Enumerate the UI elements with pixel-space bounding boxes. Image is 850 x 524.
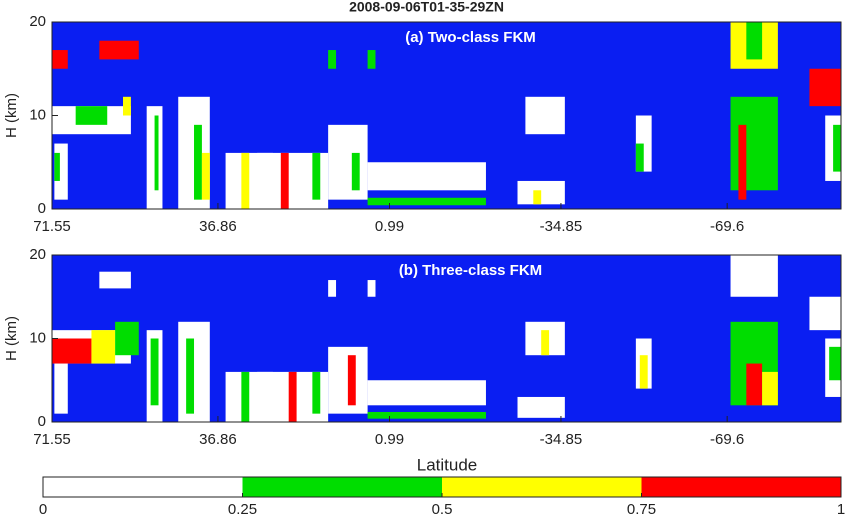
cloud-region [829,346,841,381]
x-tick-label: -34.85 [540,218,583,235]
y-tick-label: 20 [29,246,46,263]
cloud-region [146,106,163,209]
cloud-region [730,96,778,191]
cloud-region [367,197,486,206]
cloud-region [54,152,60,181]
cloud-region [52,50,68,69]
cloud-region [517,180,565,205]
panel-annotation: (a) Two-class FKM [405,29,536,46]
y-axis-label: H (km) [3,93,20,138]
colorbar-tick-label: 0.5 [432,501,453,518]
cloud-region [367,162,486,191]
colorbar-segment [442,477,642,497]
cloud-region [809,68,841,107]
cloud-region [99,271,131,289]
cloud-region [541,330,550,356]
cloud-region [533,190,542,205]
y-tick-label: 0 [38,200,46,217]
cloud-region [328,50,337,69]
cloud-region [635,143,644,172]
x-tick-label: 0.99 [375,431,404,448]
cloud-region [150,338,159,406]
cloud-region [367,280,376,297]
cloud-region [288,371,297,422]
cloud-region [367,380,486,406]
cloud-region [833,124,841,172]
cloud-region [75,106,108,125]
y-tick-label: 10 [29,106,46,123]
cloud-region [738,124,747,200]
y-tick-label: 0 [38,413,46,430]
cloud-region [201,152,210,200]
cloud-region [123,96,131,116]
cloud-region [99,40,139,60]
x-tick-label: -69.6 [710,431,744,448]
cloud-region [351,152,360,191]
x-tick-label: 0.99 [375,218,404,235]
cloud-region [367,50,376,69]
cloud-region [312,152,321,200]
colorbar-tick-label: 0.25 [228,501,257,518]
cloud-region [525,96,565,135]
cloud-region [746,363,763,406]
cloud-region [312,371,321,414]
cloud-region [186,338,195,414]
chart-title: 2008-09-06T01-35-29ZN [349,0,504,15]
cloud-region [730,255,778,297]
colorbar-tick-label: 0.75 [627,501,656,518]
cloud-region [347,355,356,406]
x-tick-label: -69.6 [710,218,744,235]
cloud-region [115,321,139,356]
cloud-region [809,296,841,331]
cloud-region [762,371,778,406]
cloud-region [54,363,68,414]
cloud-region [154,115,159,191]
cloud-region [280,152,289,209]
cloud-region [517,396,565,418]
x-tick-label: 71.55 [33,218,71,235]
y-tick-label: 10 [29,329,46,346]
cloud-region [367,411,486,419]
cloud-region [52,338,92,364]
colorbar-segment [242,477,442,497]
colorbar-tick-label: 1 [837,501,845,518]
x-tick-label: -34.85 [540,431,583,448]
x-tick-label: 36.86 [199,431,237,448]
x-axis-label: Latitude [417,455,478,474]
x-tick-label: 71.55 [33,431,71,448]
cloud-region [328,280,337,297]
panel-annotation: (b) Three-class FKM [399,262,542,279]
cloud-region [194,124,202,200]
colorbar-segment [43,477,243,497]
cloud-region [91,330,116,364]
colorbar-segment [641,477,841,497]
y-axis-label: H (km) [3,316,20,361]
cloud-region [241,371,250,422]
colorbar-tick-label: 0 [39,501,47,518]
cloud-region [328,124,368,200]
cloud-region [639,355,648,389]
x-tick-label: 36.86 [199,218,237,235]
cloud-region [241,152,250,209]
y-tick-label: 20 [29,13,46,30]
cloud-region [746,22,763,60]
